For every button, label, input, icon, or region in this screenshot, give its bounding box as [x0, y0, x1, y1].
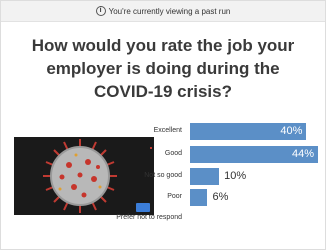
bar-chart: Excellent 40% Good 44% Not so good 10% Poor 6% P… — [0, 0, 326, 250]
category-label: Excellent — [92, 127, 182, 135]
value-label: 10% — [224, 170, 246, 182]
category-label: Good — [92, 150, 182, 158]
page: iYou're currently viewing a past run How… — [0, 0, 326, 250]
value-label: 6% — [212, 191, 228, 203]
value-label: 40% — [280, 125, 302, 137]
category-label: Prefer not to respond — [92, 214, 182, 222]
bar — [190, 168, 219, 185]
bar — [190, 189, 207, 206]
category-label: Not so good — [92, 172, 182, 180]
value-label: 44% — [292, 148, 314, 160]
category-label: Poor — [92, 193, 182, 201]
